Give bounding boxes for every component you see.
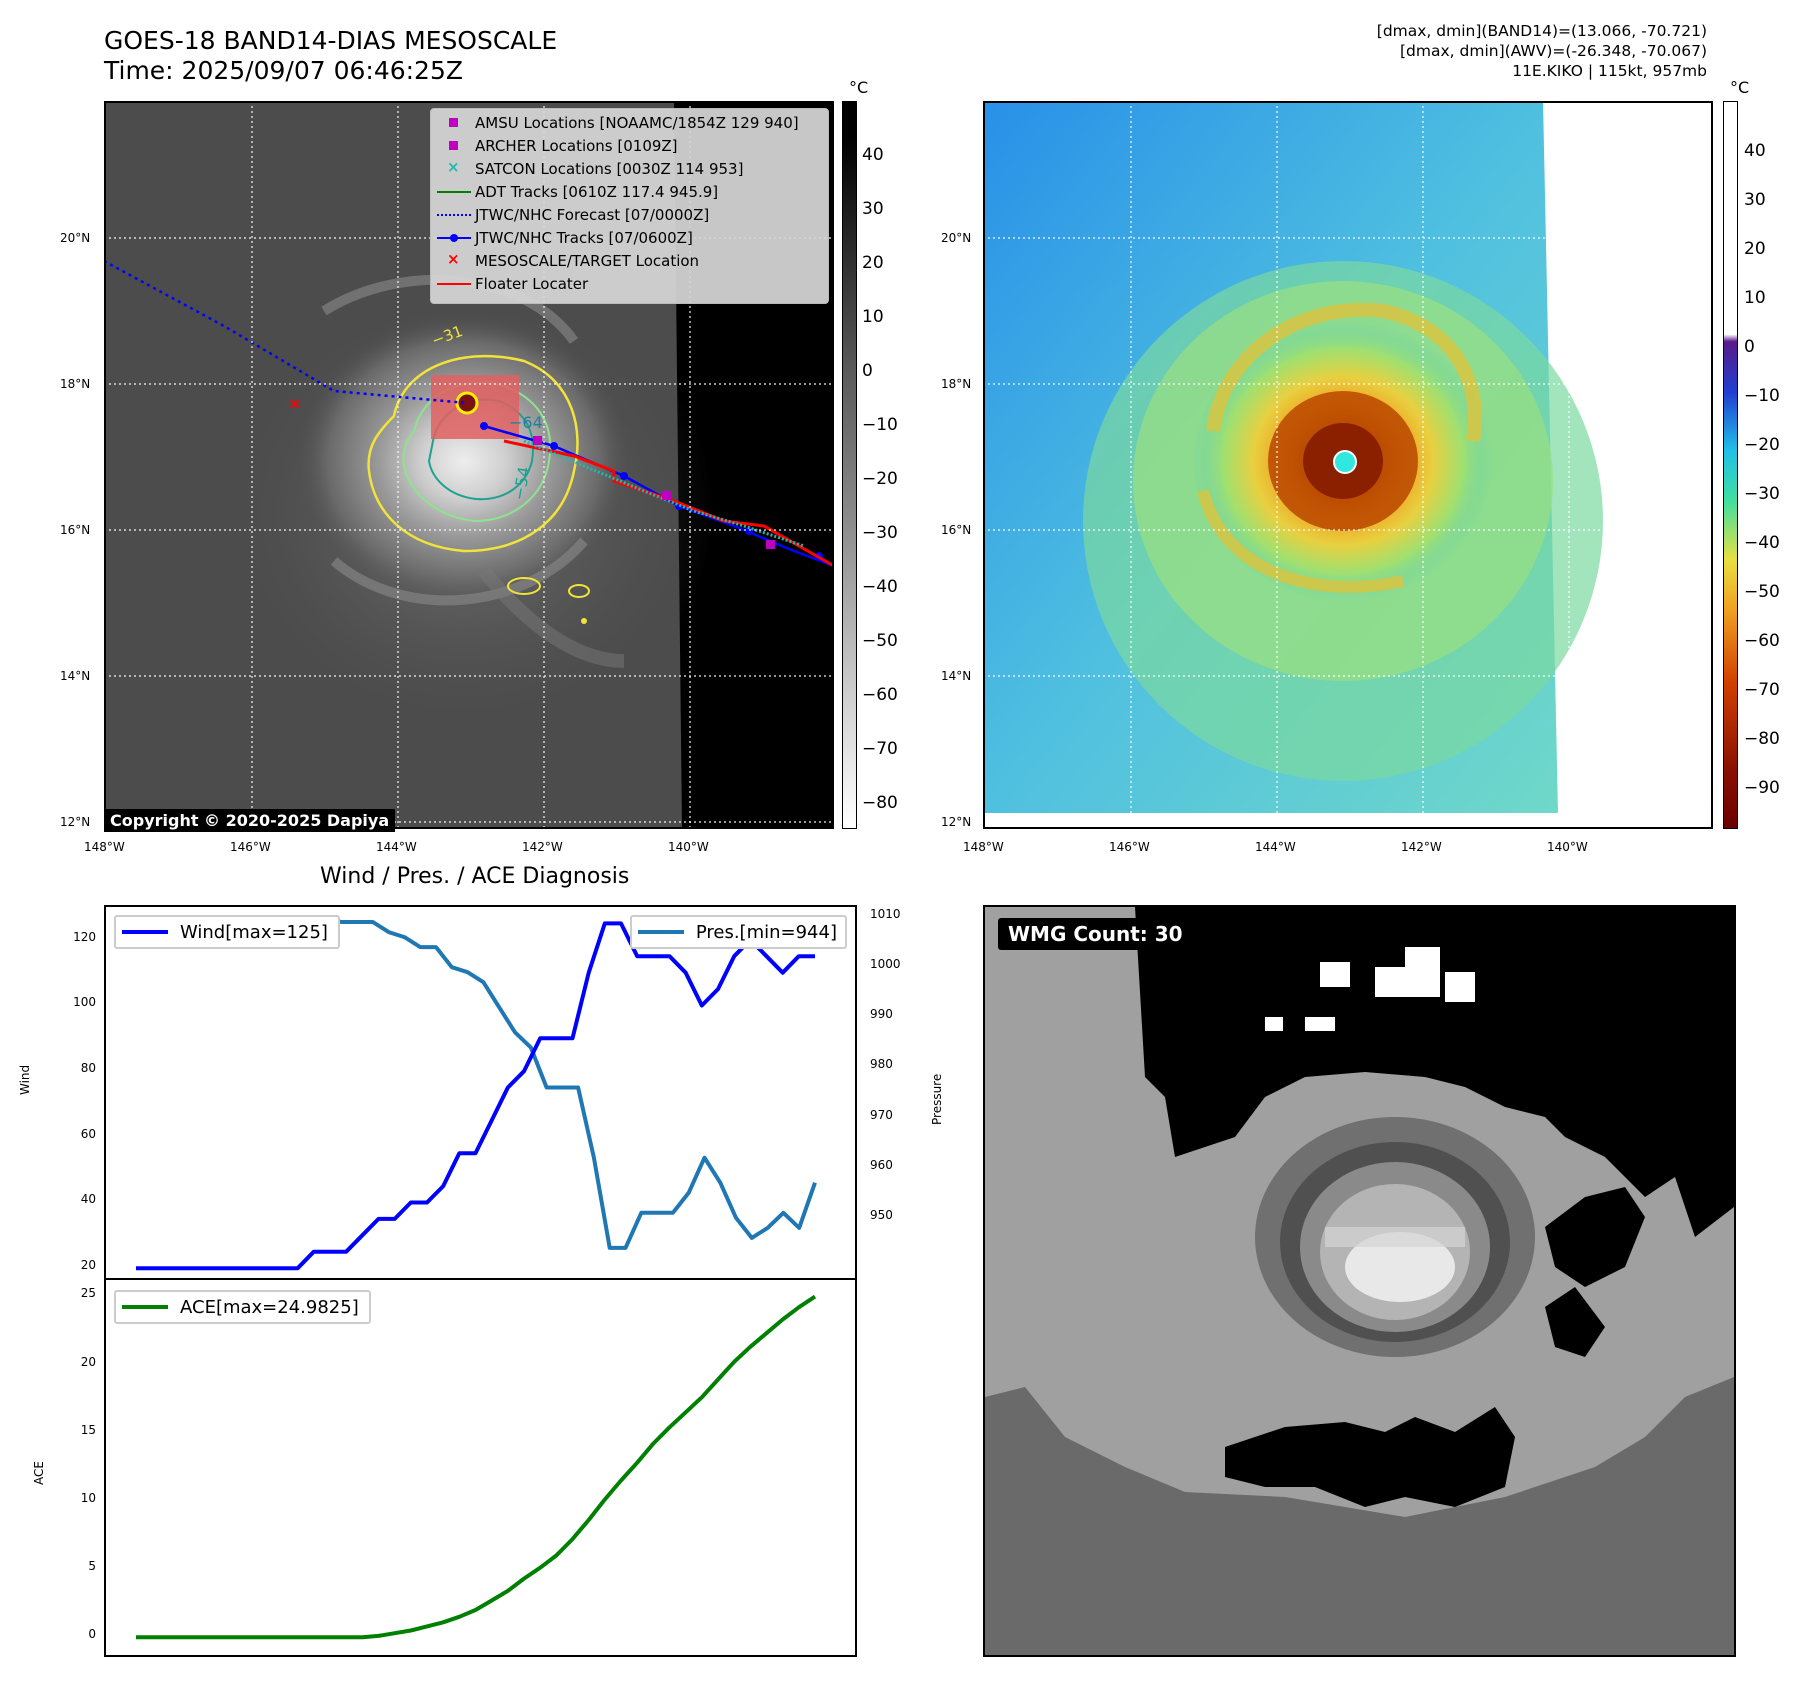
legend-item-adt: ADT Tracks [0610Z 117.4 945.9]: [431, 180, 828, 203]
enhanced-map-panel: [983, 101, 1713, 829]
wind-tick: 120: [73, 929, 96, 944]
wind-tick: 20: [80, 1258, 96, 1273]
enh-lon-label-146w: 146°W: [1109, 840, 1150, 854]
pressure-tick: 980: [870, 1057, 893, 1072]
ace-legend-swatch: [122, 1305, 168, 1309]
pressure-tick: 970: [870, 1107, 893, 1122]
lat-label-20n: 20°N: [60, 231, 91, 245]
wmg-count-badge: WMG Count: 30: [998, 918, 1193, 950]
legend-item-satcon: × SATCON Locations [0030Z 114 953]: [447, 158, 744, 178]
lon-label-146w: 146°W: [230, 840, 271, 854]
wind-tick: 100: [73, 995, 96, 1010]
target-marker: ×: [288, 394, 301, 413]
legend-item-tracks: JTWC/NHC Tracks [07/0600Z]: [431, 226, 828, 249]
wind-pres-chart-area: [136, 915, 817, 1271]
wind-tick: 40: [80, 1192, 96, 1207]
ir-colorbar: [842, 101, 857, 829]
enh-lat-label-20n: 20°N: [941, 231, 972, 245]
wind-legend-swatch: [122, 930, 168, 934]
wmg-image: [985, 907, 1734, 1655]
enhanced-satellite-image: [983, 101, 1713, 829]
enh-lat-label-14n: 14°N: [941, 669, 972, 683]
legend-item-archer: ARCHER Locations [0109Z]: [431, 134, 828, 157]
diagnosis-title: Wind / Pres. / ACE Diagnosis: [320, 864, 630, 889]
enh-lat-label-12n: 12°N: [941, 815, 972, 829]
ace-chart-area: [136, 1294, 817, 1640]
pressure-tick: 990: [870, 1007, 893, 1022]
enh-lat-label-18n: 18°N: [941, 377, 972, 391]
ace-tick: 5: [88, 1559, 96, 1574]
legend-item-amsu: AMSU Locations [NOAAMC/1854Z 129 940]: [431, 111, 828, 134]
stats-line-2: [dmax, dmin](AWV)=(-26.348, -70.067): [1400, 42, 1707, 60]
wind-legend: Wind[max=125]: [114, 915, 340, 949]
enh-lon-label-142w: 142°W: [1401, 840, 1442, 854]
ir-colorbar-unit: °C: [849, 78, 869, 97]
enh-lon-label-148w: 148°W: [963, 840, 1004, 854]
wind-series-line: [136, 921, 815, 1271]
ace-tick: 15: [80, 1422, 96, 1437]
ace-tick: 25: [80, 1286, 96, 1301]
map-legend: AMSU Locations [NOAAMC/1854Z 129 940] AR…: [430, 108, 829, 304]
storm-info: 11E.KIKO | 115kt, 957mb: [1512, 62, 1707, 80]
ir-map-panel: −64 −54 −31 ×: [103, 101, 835, 832]
lat-label-14n: 14°N: [60, 669, 91, 683]
lon-label-144w: 144°W: [376, 840, 417, 854]
pres-legend-swatch: [637, 930, 684, 934]
contour-label-64: −64: [509, 413, 543, 432]
wind-ticks: 120 100 80 60 40 20: [30, 905, 100, 1280]
copyright-badge: Copyright © 2020-2025 Dapiya: [104, 809, 396, 832]
lat-label-18n: 18°N: [60, 377, 91, 391]
timestamp: Time: 2025/09/07 06:46:25Z: [104, 56, 463, 85]
wind-tick: 80: [80, 1061, 96, 1076]
ace-legend: ACE[max=24.9825]: [114, 1290, 371, 1324]
wind-pres-plot: Wind[max=125] Pres.[min=944]: [104, 905, 857, 1280]
pressure-tick: 950: [870, 1207, 893, 1222]
lat-label-12n: 12°N: [60, 815, 91, 829]
enhanced-colorbar: [1723, 101, 1738, 829]
pressure-series-line: [136, 915, 817, 1250]
legend-item-floater: Floater Locater: [431, 272, 828, 295]
enh-lat-label-16n: 16°N: [941, 523, 972, 537]
lon-label-140w: 140°W: [668, 840, 709, 854]
pressure-tick: 1000: [870, 957, 901, 972]
lat-label-16n: 16°N: [60, 523, 91, 537]
enh-colorbar-ticks: 40 30 20 10 0 −10 −20 −30 −40 −50 −60 −7…: [1744, 141, 1780, 798]
wind-tick: 60: [80, 1126, 96, 1141]
enh-lon-label-140w: 140°W: [1547, 840, 1588, 854]
ace-plot: ACE[max=24.9825]: [104, 1278, 857, 1657]
enh-lon-label-144w: 144°W: [1255, 840, 1296, 854]
wmg-panel: WMG Count: 30: [983, 905, 1736, 1657]
legend-item-target: × MESOSCALE/TARGET Location: [447, 250, 700, 270]
pressure-axis-label: Pressure: [930, 1073, 944, 1125]
adt-track: [523, 439, 805, 548]
page-title: GOES-18 BAND14-DIAS MESOSCALE: [104, 26, 558, 55]
legend-item-forecast: JTWC/NHC Forecast [07/0000Z]: [431, 203, 828, 226]
forecast-track: [103, 259, 468, 405]
pres-legend: Pres.[min=944]: [629, 915, 847, 949]
pressure-tick: 1010: [870, 907, 901, 922]
lon-label-142w: 142°W: [522, 840, 563, 854]
ir-colorbar-ticks: 40 30 20 10 0 −10 −20 −30 −40 −50 −60 −7…: [862, 145, 898, 813]
ace-tick: 20: [80, 1354, 96, 1369]
pressure-ticks: 1010 1000 990 980 970 960 950: [870, 905, 930, 1280]
ace-ticks: 25 20 15 10 5 0: [30, 1278, 100, 1657]
enh-colorbar-unit: °C: [1730, 78, 1750, 97]
ace-series-line: [136, 1294, 817, 1640]
stats-line-1: [dmax, dmin](BAND14)=(13.066, -70.721): [1376, 22, 1707, 40]
ace-tick: 0: [88, 1627, 96, 1642]
pressure-tick: 960: [870, 1157, 893, 1172]
lon-label-148w: 148°W: [84, 840, 125, 854]
ace-tick: 10: [80, 1490, 96, 1505]
